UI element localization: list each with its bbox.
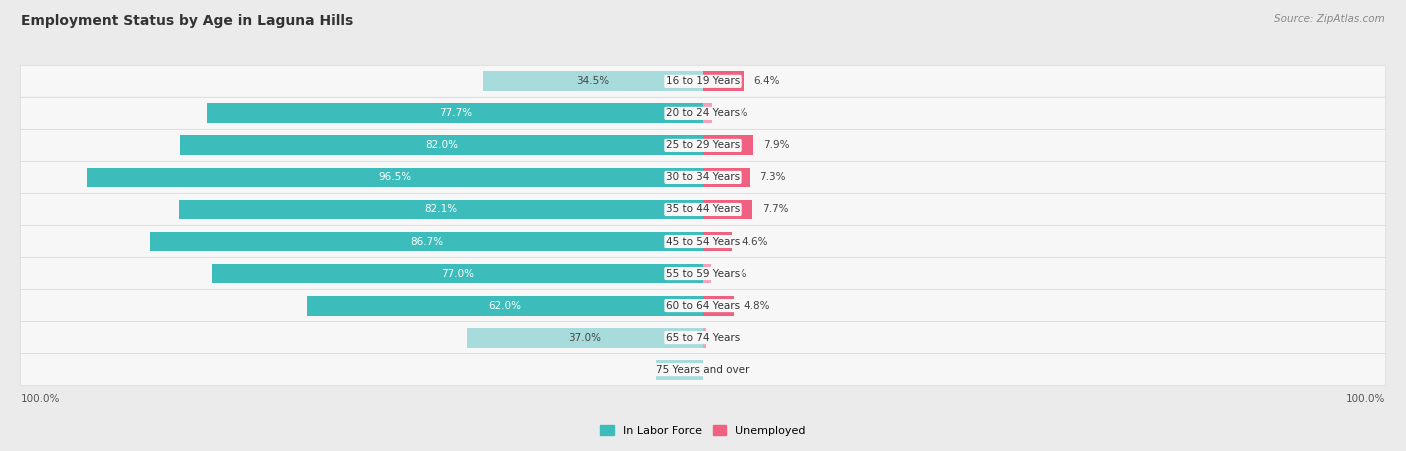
Text: 37.0%: 37.0% (568, 333, 602, 343)
FancyBboxPatch shape (20, 97, 1386, 129)
FancyBboxPatch shape (20, 290, 1386, 322)
Text: Source: ZipAtlas.com: Source: ZipAtlas.com (1274, 14, 1385, 23)
Text: 1.4%: 1.4% (721, 108, 748, 118)
Bar (703, 135, 754, 155)
FancyBboxPatch shape (20, 129, 1386, 161)
FancyBboxPatch shape (20, 226, 1386, 258)
Text: 60 to 64 Years: 60 to 64 Years (666, 300, 740, 311)
Bar (703, 71, 744, 91)
Text: 77.7%: 77.7% (439, 108, 472, 118)
Text: 0.5%: 0.5% (716, 333, 742, 343)
Bar (703, 167, 749, 187)
Text: 25 to 29 Years: 25 to 29 Years (666, 140, 740, 151)
Bar (308, 296, 703, 316)
Text: 100.0%: 100.0% (1346, 394, 1385, 404)
Bar (482, 71, 703, 91)
Text: 82.0%: 82.0% (425, 140, 458, 151)
Text: 55 to 59 Years: 55 to 59 Years (666, 268, 740, 279)
FancyBboxPatch shape (20, 161, 1386, 193)
Text: 82.1%: 82.1% (425, 204, 458, 215)
Text: 62.0%: 62.0% (489, 300, 522, 311)
Text: 86.7%: 86.7% (411, 236, 443, 247)
Text: 7.9%: 7.9% (763, 140, 789, 151)
Text: 4.6%: 4.6% (742, 236, 769, 247)
FancyBboxPatch shape (20, 65, 1386, 97)
Bar (180, 199, 703, 220)
Bar (703, 103, 711, 123)
FancyBboxPatch shape (20, 354, 1386, 386)
Bar (703, 296, 734, 316)
FancyBboxPatch shape (20, 193, 1386, 226)
Bar (655, 360, 703, 380)
Legend: In Labor Force, Unemployed: In Labor Force, Unemployed (600, 425, 806, 436)
Text: 16 to 19 Years: 16 to 19 Years (666, 76, 740, 86)
Text: 7.7%: 7.7% (762, 204, 789, 215)
Text: 1.3%: 1.3% (721, 268, 748, 279)
Text: 77.0%: 77.0% (441, 268, 474, 279)
Text: 45 to 54 Years: 45 to 54 Years (666, 236, 740, 247)
Text: 65 to 74 Years: 65 to 74 Years (666, 333, 740, 343)
Text: 7.4%: 7.4% (666, 365, 693, 375)
Text: 6.4%: 6.4% (754, 76, 780, 86)
Text: 75 Years and over: 75 Years and over (657, 365, 749, 375)
Bar (467, 328, 703, 348)
Text: 100.0%: 100.0% (21, 394, 60, 404)
Text: 96.5%: 96.5% (378, 172, 412, 183)
Bar (150, 231, 703, 252)
FancyBboxPatch shape (20, 322, 1386, 354)
Text: Employment Status by Age in Laguna Hills: Employment Status by Age in Laguna Hills (21, 14, 353, 28)
Text: 7.3%: 7.3% (759, 172, 786, 183)
Bar (703, 328, 706, 348)
Bar (207, 103, 703, 123)
Bar (703, 231, 733, 252)
Text: 0.0%: 0.0% (713, 365, 738, 375)
Text: 20 to 24 Years: 20 to 24 Years (666, 108, 740, 118)
Bar (703, 199, 752, 220)
Text: 4.8%: 4.8% (744, 300, 769, 311)
Text: 30 to 34 Years: 30 to 34 Years (666, 172, 740, 183)
Bar (212, 264, 703, 284)
Bar (703, 264, 711, 284)
Bar (87, 167, 703, 187)
FancyBboxPatch shape (20, 258, 1386, 290)
Bar (180, 135, 703, 155)
Text: 34.5%: 34.5% (576, 76, 610, 86)
Text: 35 to 44 Years: 35 to 44 Years (666, 204, 740, 215)
